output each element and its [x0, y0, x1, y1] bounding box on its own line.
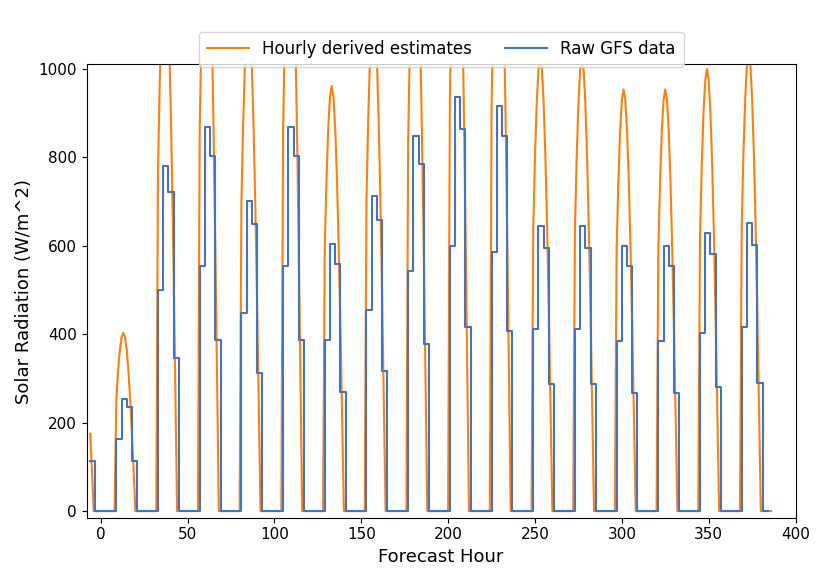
Line: Raw GFS data: Raw GFS data: [90, 97, 768, 511]
Raw GFS data: [91, 508, 101, 515]
Raw GFS data: [153, 287, 163, 294]
X-axis label: Forecast Hour: Forecast Hour: [379, 548, 504, 566]
Hourly derived estimates: [91, 508, 101, 515]
Hourly derived estimates: [89, 508, 99, 515]
Hourly derived estimates: [238, 121, 248, 128]
Hourly derived estimates: [369, 7, 379, 14]
Hourly derived estimates: [421, 375, 431, 382]
Hourly derived estimates: [459, 97, 469, 104]
Legend: Hourly derived estimates, Raw GFS data: Hourly derived estimates, Raw GFS data: [199, 32, 684, 67]
Raw GFS data: [450, 94, 460, 101]
Raw GFS data: [611, 338, 621, 345]
Raw GFS data: [356, 508, 366, 515]
Line: Hourly derived estimates: Hourly derived estimates: [90, 0, 771, 511]
Raw GFS data: [85, 458, 95, 465]
Hourly derived estimates: [757, 508, 767, 515]
Hourly derived estimates: [85, 431, 95, 437]
Y-axis label: Solar Radiation (W/m^2): Solar Radiation (W/m^2): [15, 178, 33, 404]
Raw GFS data: [435, 508, 445, 515]
Raw GFS data: [763, 508, 773, 515]
Raw GFS data: [304, 508, 314, 515]
Hourly derived estimates: [766, 508, 776, 515]
Raw GFS data: [341, 508, 351, 515]
